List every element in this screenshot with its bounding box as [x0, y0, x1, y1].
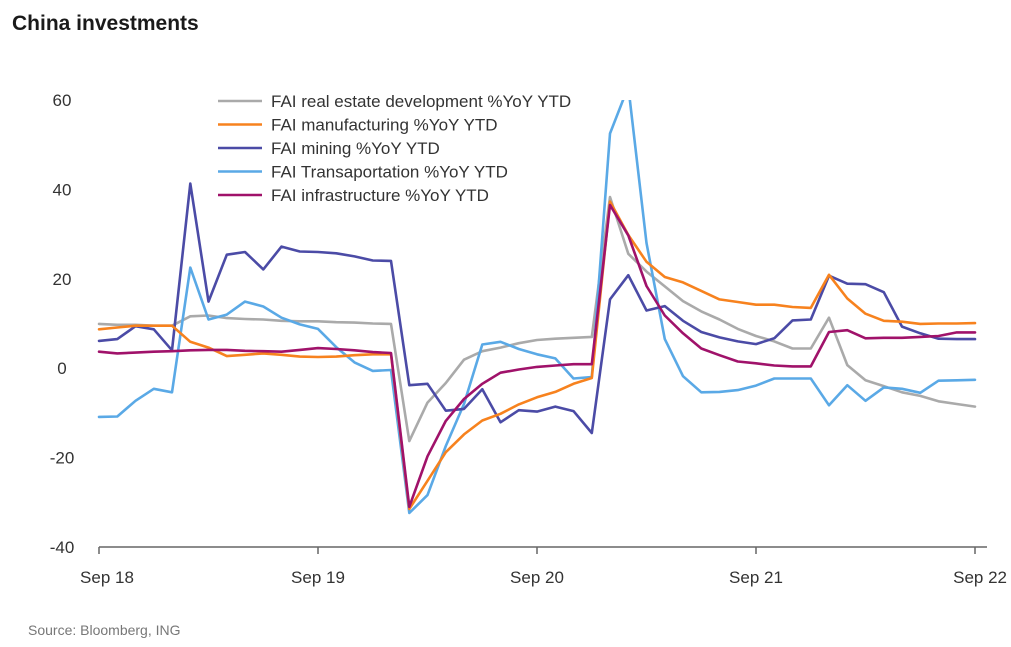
x-tick-label: Sep 19: [291, 568, 345, 587]
legend-label: FAI real estate development %YoY YTD: [271, 92, 571, 111]
source-note: Source: Bloomberg, ING: [28, 622, 181, 638]
legend: FAI real estate development %YoY YTD FAI …: [218, 92, 571, 205]
legend-label: FAI Transaportation %YoY YTD: [271, 163, 508, 182]
legend-label: FAI mining %YoY YTD: [271, 139, 440, 158]
x-tick-label: Sep 21: [729, 568, 783, 587]
y-axis: -40 -20 0 20 40 60: [50, 91, 75, 557]
x-axis: Sep 18 Sep 19 Sep 20 Sep 21 Sep 22: [80, 546, 1007, 587]
y-tick-label: 20: [53, 270, 72, 289]
x-tick-label: Sep 22: [953, 568, 1007, 587]
x-tick-label: Sep 18: [80, 568, 134, 587]
legend-label: FAI infrastructure %YoY YTD: [271, 186, 489, 205]
series-line-0: [97, 195, 977, 443]
chart-title: China investments: [12, 12, 199, 35]
series-line-2: [97, 182, 977, 435]
x-tick-label: Sep 20: [510, 568, 564, 587]
y-tick-label: -20: [50, 449, 75, 468]
y-tick-label: 60: [53, 91, 72, 110]
series-lines: [97, 100, 977, 515]
series-line-1: [97, 200, 977, 511]
legend-label: FAI manufacturing %YoY YTD: [271, 116, 497, 135]
y-tick-label: 40: [53, 180, 72, 199]
series-line-4: [97, 203, 977, 509]
series-line-3: [97, 100, 977, 515]
y-tick-label: -40: [50, 538, 75, 557]
y-tick-label: 0: [57, 359, 66, 378]
